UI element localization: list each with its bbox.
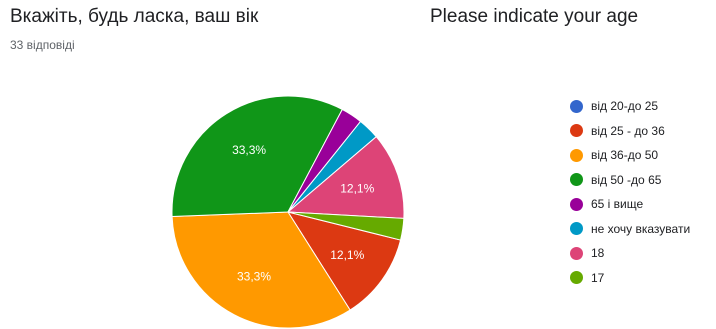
legend-item: 18 bbox=[570, 241, 690, 266]
legend-swatch bbox=[570, 271, 583, 285]
pie-slice-7 bbox=[287, 211, 405, 241]
legend-swatch bbox=[570, 124, 583, 138]
chart-legend: від 20-до 25 від 25 - до 36 від 36-до 50 ві… bbox=[570, 94, 690, 290]
pie-slice-1 bbox=[286, 211, 402, 311]
legend-item: не хочу вказувати bbox=[570, 217, 690, 242]
legend-label: від 36-до 50 bbox=[591, 148, 659, 163]
pie-slice-2 bbox=[171, 211, 351, 329]
legend-item: від 50 -до 65 bbox=[570, 168, 690, 193]
legend-label: від 20-до 25 bbox=[591, 99, 659, 114]
chart-title-ukrainian: Вкажіть, будь ласка, ваш вік bbox=[10, 6, 259, 27]
legend-label: 17 bbox=[591, 270, 605, 285]
legend-item: 65 і вище bbox=[570, 192, 690, 217]
legend-label: 65 і вище bbox=[591, 197, 644, 212]
legend-label: від 25 - до 36 bbox=[591, 123, 665, 138]
legend-label: 18 bbox=[591, 246, 605, 261]
legend-swatch bbox=[570, 222, 583, 236]
legend-swatch bbox=[570, 148, 583, 162]
response-count: 33 відповіді bbox=[10, 38, 75, 52]
pie-slice-6 bbox=[286, 136, 405, 219]
legend-item: від 25 - до 36 bbox=[570, 119, 690, 144]
legend-swatch bbox=[570, 197, 583, 211]
slice-data-label: 33,3% bbox=[237, 270, 271, 284]
legend-label: від 50 -до 65 bbox=[591, 172, 662, 187]
slice-data-label: 12,1% bbox=[340, 182, 374, 196]
legend-label: не хочу вказувати bbox=[591, 221, 691, 236]
slice-data-label: 12,1% bbox=[330, 248, 364, 262]
legend-swatch bbox=[570, 173, 583, 187]
legend-item: від 20-до 25 bbox=[570, 94, 690, 119]
legend-item: від 36-до 50 bbox=[570, 143, 690, 168]
pie-slice-3 bbox=[171, 95, 343, 218]
chart-title-english: Please indicate your age bbox=[430, 6, 639, 27]
slice-data-label: 33,3% bbox=[232, 143, 266, 157]
legend-swatch bbox=[570, 246, 583, 260]
legend-swatch bbox=[570, 99, 583, 113]
legend-item: 17 bbox=[570, 266, 690, 291]
